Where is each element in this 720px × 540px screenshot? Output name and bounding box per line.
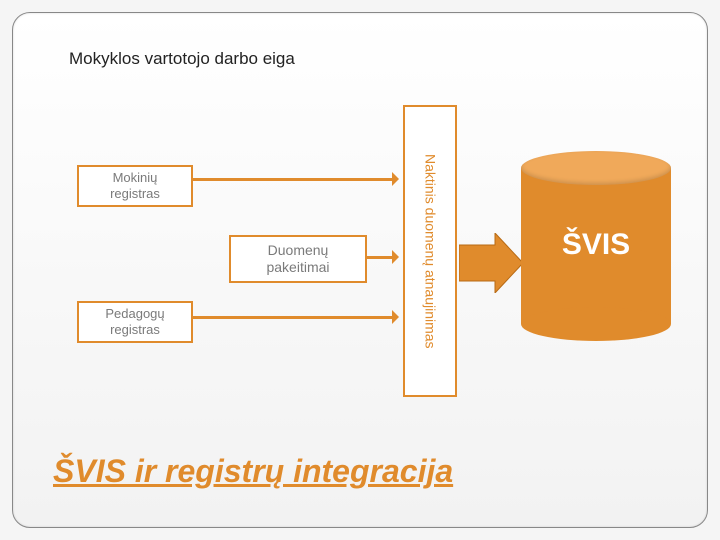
footer-title: ŠVIS ir registrų integracija (53, 453, 453, 490)
cyl-bottom (521, 307, 671, 341)
node-pedagogu-registras: Pedagogųregistras (77, 301, 193, 343)
slide-frame: Mokyklos vartotojo darbo eiga Mokiniųreg… (12, 12, 708, 528)
node-duomenu-pakeitimai: Duomenųpakeitimai (229, 235, 367, 283)
cyl-top (521, 151, 671, 185)
arrow-mokiniu-head (392, 172, 399, 186)
diagram-title: Mokyklos vartotojo darbo eiga (69, 49, 295, 69)
big-arrow-svg (459, 233, 523, 293)
arrow-pedagogu-to-naktinis (193, 316, 392, 319)
arrow-pedagogu-head (392, 310, 399, 324)
node-pedagogu-label: Pedagogųregistras (105, 306, 164, 337)
cyl-label: ŠVIS (521, 228, 671, 262)
arrow-mokiniu-to-naktinis (193, 178, 392, 181)
node-naktinis-label: Naktinis duomenų atnaujinimas (422, 154, 439, 349)
node-mokiniu-label: Mokiniųregistras (110, 170, 160, 201)
big-arrow-to-svis (459, 233, 523, 293)
node-duomenu-label: Duomenųpakeitimai (266, 242, 329, 276)
cylinder-svis: ŠVIS (521, 151, 671, 341)
node-mokiniu-registras: Mokiniųregistras (77, 165, 193, 207)
arrow-duomenu-to-naktinis (367, 256, 392, 259)
arrow-duomenu-head (392, 250, 399, 264)
node-naktinis: Naktinis duomenų atnaujinimas (403, 105, 457, 397)
